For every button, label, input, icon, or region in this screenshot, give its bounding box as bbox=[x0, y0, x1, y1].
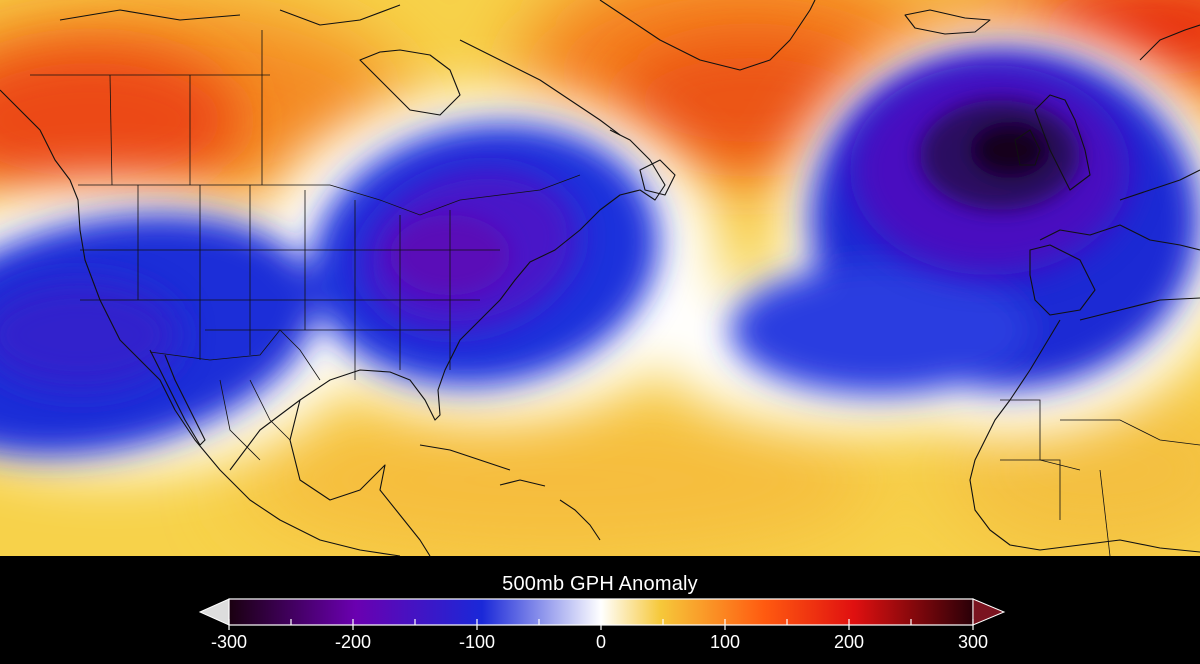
colorbar-tick-label: 0 bbox=[595, 632, 606, 652]
legend-panel: 500mb GPH Anomaly -300 -200 -100 0 100 200 3 bbox=[0, 556, 1200, 664]
colorbar-tick-label: -100 bbox=[458, 632, 496, 652]
colorbar bbox=[198, 598, 1006, 630]
coastline-outlines bbox=[0, 0, 1200, 556]
colorbar-right-arrow bbox=[972, 598, 1006, 626]
colorbar-tick-label: 200 bbox=[833, 632, 865, 652]
colorbar-tick-label: -200 bbox=[334, 632, 372, 652]
colorbar-ticks bbox=[228, 619, 974, 630]
colorbar-tick-label: 100 bbox=[709, 632, 741, 652]
political-borders bbox=[30, 30, 1200, 556]
colorbar-tick-label: 300 bbox=[957, 632, 989, 652]
colorbar-tick-label: -300 bbox=[210, 632, 248, 652]
anomaly-field-map bbox=[0, 0, 1200, 556]
anomaly-shading bbox=[0, 0, 1200, 556]
legend-title: 500mb GPH Anomaly bbox=[502, 573, 698, 595]
map-panel bbox=[0, 0, 1200, 556]
colorbar-left-arrow bbox=[198, 598, 230, 626]
